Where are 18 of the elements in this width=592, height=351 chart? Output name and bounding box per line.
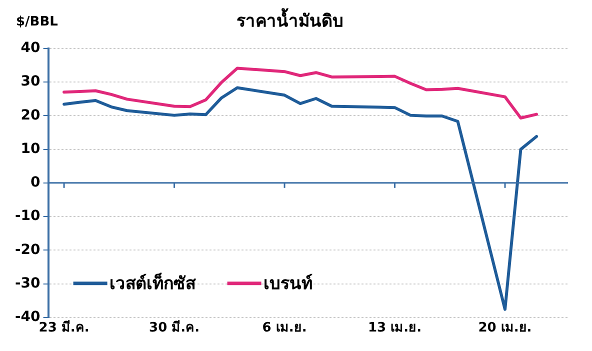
- x-tick-label: 30 มี.ค.: [149, 320, 200, 336]
- y-tick-label: 0: [30, 174, 41, 191]
- x-tick-label: 20 เม.ย.: [478, 320, 532, 336]
- x-tick-label: 23 มี.ค.: [38, 320, 90, 336]
- x-tick-label: 6 เม.ย.: [262, 320, 307, 336]
- y-tick-label: 20: [20, 107, 41, 124]
- y-tick-label: 30: [20, 74, 41, 90]
- legend-label: เวสต์เท็กซัส: [109, 270, 196, 294]
- y-axis-title: $/BBL: [16, 14, 58, 30]
- chart-title: ราคาน้ำมันดิบ: [236, 8, 344, 32]
- y-tick-label: -10: [14, 208, 41, 224]
- x-tick-label: 13 เม.ย.: [368, 320, 422, 336]
- legend-label: เบรนท์: [263, 272, 312, 294]
- y-tick-label: -20: [14, 242, 41, 258]
- y-tick-label: 10: [20, 140, 41, 157]
- y-tick-label: 40: [20, 40, 41, 56]
- y-tick-label: -40: [14, 309, 41, 326]
- y-tick-label: -30: [14, 275, 41, 292]
